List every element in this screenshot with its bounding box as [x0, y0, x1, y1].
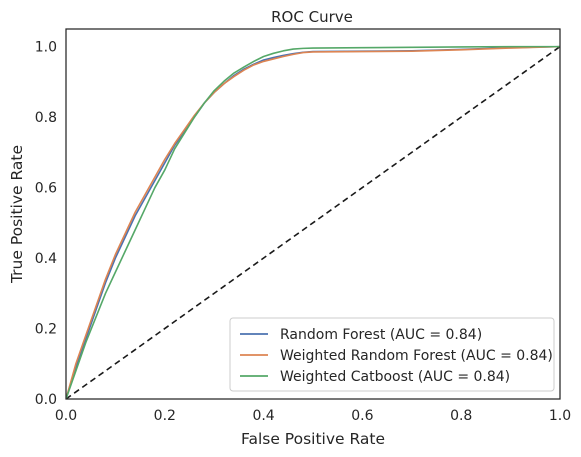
legend-label-0: Random Forest (AUC = 0.84)	[280, 327, 482, 343]
series-line-2	[66, 45, 560, 399]
reference-diagonal	[66, 45, 560, 399]
legend-label-1: Weighted Random Forest (AUC = 0.84)	[280, 348, 553, 364]
legend-label-2: Weighted Catboost (AUC = 0.84)	[280, 369, 510, 385]
y-axis-title: True Positive Rate	[8, 145, 26, 284]
x-tick-label: 0.8	[450, 408, 472, 424]
y-tick-label: 0.6	[35, 181, 57, 197]
y-tick-label: 0.2	[35, 322, 57, 338]
x-tick-label: 1.0	[549, 408, 571, 424]
x-tick-label: 0.0	[55, 408, 77, 424]
y-axis-ticks: 0.0 0.2 0.4 0.6 0.8 1.0	[35, 40, 57, 408]
y-tick-label: 1.0	[35, 40, 57, 56]
x-tick-label: 0.6	[351, 408, 373, 424]
series-line-1	[66, 45, 560, 399]
x-tick-label: 0.4	[252, 408, 274, 424]
legend: Random Forest (AUC = 0.84) Weighted Rando…	[229, 317, 555, 392]
plot-area	[66, 45, 560, 399]
x-axis-title: False Positive Rate	[241, 430, 385, 448]
y-tick-label: 0.4	[35, 251, 57, 267]
x-axis-ticks: 0.0 0.2 0.4 0.6 0.8 1.0	[55, 408, 571, 424]
chart-title: ROC Curve	[271, 8, 353, 26]
y-tick-label: 0.0	[35, 392, 57, 408]
y-tick-label: 0.8	[35, 110, 57, 126]
x-tick-label: 0.2	[154, 408, 176, 424]
plot-frame	[65, 28, 561, 400]
legend-box	[229, 317, 555, 392]
